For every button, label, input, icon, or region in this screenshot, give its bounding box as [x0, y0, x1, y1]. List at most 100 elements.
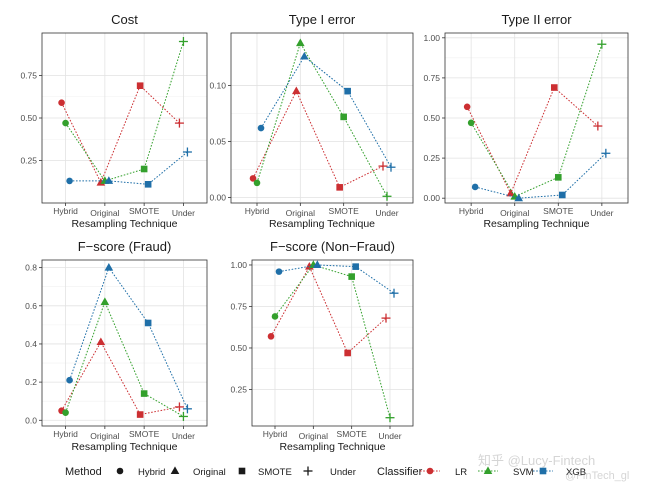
data-point-svm — [62, 119, 69, 127]
data-point-svm — [100, 297, 110, 305]
data-point-xgb — [144, 181, 152, 188]
y-tick-label: 0.50 — [423, 113, 440, 123]
data-point-lr — [550, 84, 558, 91]
x-tick-label: Hybrid — [53, 206, 78, 216]
legend-classifier-label: SVM — [513, 467, 534, 478]
y-tick-label: 1.00 — [230, 260, 247, 270]
data-point-svm — [271, 313, 279, 320]
data-point-lr — [381, 313, 391, 323]
legend-method-key — [303, 466, 313, 476]
panel-border — [41, 259, 208, 427]
y-tick-label: 0.25 — [230, 384, 247, 394]
x-tick-label: Under — [172, 208, 195, 218]
data-point-xgb — [257, 124, 265, 132]
x-axis-label: Resampling Technique — [269, 218, 375, 230]
series-line-lr — [61, 341, 180, 416]
data-point-xgb — [300, 51, 309, 60]
panel-title: F−score (Fraud) — [78, 239, 172, 254]
panel-title: Type I error — [289, 12, 356, 27]
legend: Method Hybrid Original SMOTE Under Classifier… — [65, 466, 586, 478]
panel-border — [251, 259, 414, 427]
panel-border — [230, 32, 414, 204]
x-tick-label: Original — [286, 208, 315, 218]
legend-method-key — [238, 467, 246, 475]
legend-classifier-key — [483, 466, 493, 474]
y-tick-label: 1.00 — [423, 33, 440, 43]
x-tick-label: Hybrid — [245, 206, 270, 216]
y-tick-label: 0.05 — [209, 136, 226, 146]
data-point-xgb — [389, 288, 399, 298]
x-tick-label: SMOTE — [129, 206, 160, 216]
data-point-xgb — [144, 319, 152, 327]
series-line-lr — [270, 265, 387, 354]
data-point-svm — [340, 113, 347, 121]
data-point-svm — [348, 273, 355, 280]
data-point-lr — [344, 349, 351, 357]
x-tick-label: SMOTE — [337, 429, 368, 439]
series-line-svm — [256, 41, 388, 197]
series-line-svm — [470, 44, 603, 198]
data-point-xgb — [471, 183, 479, 191]
x-axis-label: Resampling Technique — [483, 218, 589, 230]
data-point-svm — [62, 409, 69, 416]
data-point-svm — [140, 390, 148, 397]
legend-classifier-key — [539, 467, 547, 475]
x-tick-label: SMOTE — [543, 206, 574, 216]
x-axis-label: Resampling Technique — [71, 218, 177, 230]
legend-method-key — [116, 467, 124, 475]
legend-method-label: Under — [330, 467, 356, 478]
series-line-lr — [252, 89, 384, 189]
data-point-svm — [178, 37, 188, 46]
watermark-text: 知乎 @Lucy-Fintech — [478, 453, 595, 468]
data-point-lr — [136, 411, 144, 418]
y-tick-label: 0.50 — [230, 343, 247, 353]
x-tick-label: Hybrid — [459, 206, 484, 216]
data-point-xgb — [601, 148, 611, 158]
series-line-svm — [274, 264, 391, 418]
y-tick-label: 0.10 — [209, 81, 226, 91]
data-point-xgb — [558, 191, 566, 199]
y-tick-label: 0.25 — [423, 153, 440, 163]
data-point-svm — [140, 165, 148, 173]
series-line-xgb — [278, 264, 395, 294]
data-point-lr — [336, 184, 343, 191]
data-point-lr — [58, 99, 65, 106]
data-point-svm — [467, 119, 475, 127]
y-tick-label: 0.2 — [25, 377, 37, 387]
series-line-lr — [61, 84, 180, 184]
legend-classifier-label: XGB — [566, 467, 586, 478]
x-tick-label: SMOTE — [329, 206, 360, 216]
x-tick-label: Under — [172, 431, 195, 441]
y-tick-label: 0.50 — [20, 113, 37, 123]
legend-classifier-key — [426, 467, 434, 475]
y-tick-label: 0.25 — [20, 156, 37, 166]
legend-classifier-title: Classifier — [377, 466, 423, 478]
data-point-lr — [174, 402, 184, 412]
x-tick-label: SMOTE — [129, 429, 160, 439]
x-tick-label: Original — [90, 431, 119, 441]
data-point-lr — [174, 118, 184, 128]
data-point-svm — [382, 191, 392, 201]
series-line-svm — [65, 300, 184, 417]
panel-title: Cost — [111, 12, 138, 27]
data-point-lr — [463, 103, 471, 111]
data-point-xgb — [514, 193, 524, 202]
series-line-lr — [466, 86, 599, 195]
watermark: 知乎 @Lucy-Fintech @FinTech_gl — [478, 453, 629, 482]
legend-method-title: Method — [65, 466, 102, 478]
data-point-xgb — [104, 176, 114, 184]
chart-panel-2: 0.00 0.05 0.10 Hybrid Original SMOTE UnderResa… — [209, 12, 414, 230]
y-tick-label: 0.75 — [230, 301, 247, 311]
panel-title: Type II error — [501, 12, 572, 27]
y-tick-label: 0.8 — [25, 263, 37, 273]
series-line-xgb — [69, 266, 188, 410]
data-point-svm — [554, 174, 562, 181]
data-point-lr — [378, 161, 388, 171]
legend-method-label: Hybrid — [138, 467, 165, 478]
data-point-lr — [136, 82, 144, 89]
x-tick-label: Hybrid — [53, 429, 78, 439]
data-point-svm — [597, 39, 607, 49]
data-point-svm — [296, 38, 305, 47]
x-tick-label: Under — [378, 431, 401, 441]
data-point-lr — [506, 188, 516, 197]
